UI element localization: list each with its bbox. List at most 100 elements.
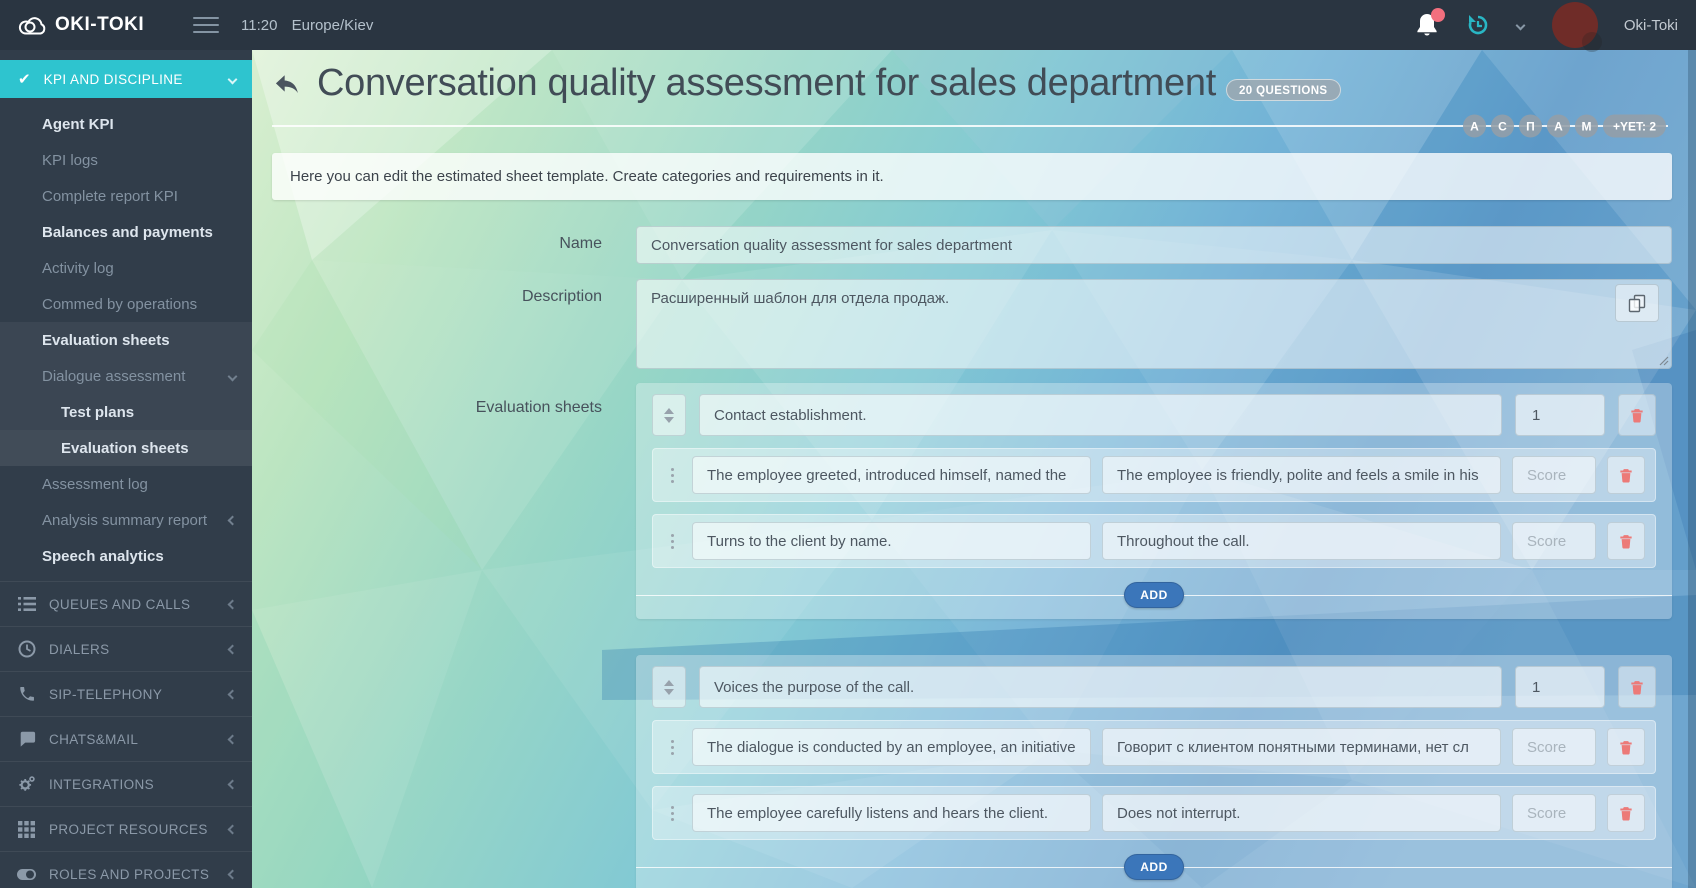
requirement-score-input[interactable] [1512,728,1596,766]
chevron-left-icon [228,644,238,654]
category-name-input[interactable] [699,394,1502,436]
cloud-logo-icon [18,16,46,35]
sort-up-icon [664,680,674,686]
add-requirement-button[interactable]: ADD [1124,582,1184,608]
sidebar-item-evaluation-sheets[interactable]: Evaluation sheets [0,322,252,358]
gears-icon [17,775,36,793]
category-weight-input[interactable] [1515,666,1605,708]
history-button[interactable] [1465,13,1489,37]
delete-requirement-button[interactable] [1607,728,1645,766]
description-input[interactable]: Расширенный шаблон для отдела продаж. [636,279,1672,369]
sidebar-sections: QUEUES AND CALLS DIALERS SIP-TELEPHONY C… [0,581,252,888]
category-card: ADD [636,655,1672,888]
sidebar-item-assessment-log[interactable]: Assessment log [0,466,252,502]
requirement-text-input[interactable] [692,728,1091,766]
back-button[interactable] [272,67,306,101]
sidebar-item-analysis-summary-report[interactable]: Analysis summary report [0,502,252,538]
requirement-criterion-input[interactable] [1102,522,1501,560]
sidebar-active-label: KPI AND DISCIPLINE [44,72,229,87]
user-name: Oki-Toki [1624,17,1678,34]
history-icon [1465,13,1489,37]
resize-handle[interactable] [1659,356,1669,366]
phone-icon [17,685,36,703]
sidebar-section-chats-mail[interactable]: CHATS&MAIL [0,716,252,761]
sidebar-item-evaluation-sheets-current[interactable]: Evaluation sheets [0,430,252,466]
copy-button[interactable] [1615,284,1659,322]
sidebar-item-test-plans[interactable]: Test plans [0,394,252,430]
main-content: Conversation quality assessment for sale… [252,50,1696,888]
sidebar-item-activity-log[interactable]: Activity log [0,250,252,286]
sidebar-section-dialers[interactable]: DIALERS [0,626,252,671]
drag-handle[interactable] [663,740,681,755]
requirement-text-input[interactable] [692,794,1091,832]
sidebar-item-agent-kpi[interactable]: Agent KPI [0,106,252,142]
sidebar-section-queues-and-calls[interactable]: QUEUES AND CALLS [0,581,252,626]
requirement-score-input[interactable] [1512,522,1596,560]
sidebar-section-roles-and-projects[interactable]: ROLES AND PROJECTS [0,851,252,888]
clock-timezone: Europe/Kiev [292,17,374,34]
user-menu-chevron-icon[interactable] [1515,20,1525,30]
checkmark-icon: ✔ [18,70,31,88]
delete-requirement-button[interactable] [1607,522,1645,560]
trash-icon [1629,679,1645,696]
sort-category-button[interactable] [652,394,686,436]
app-window: OKI-TOKI 11:20 Europe/Kiev Oki-Toki [0,0,1696,888]
scrollbar[interactable] [1688,50,1696,888]
category-card: ADD [636,383,1672,619]
user-avatar[interactable] [1552,2,1598,48]
sort-category-button[interactable] [652,666,686,708]
delete-category-button[interactable] [1618,394,1656,436]
sidebar-item-commed-by-operations[interactable]: Commed by operations [0,286,252,322]
chevron-left-icon [228,824,238,834]
sidebar-section-integrations[interactable]: INTEGRATIONS [0,761,252,806]
sidebar-section-project-resources[interactable]: PROJECT RESOURCES [0,806,252,851]
requirement-criterion-input[interactable] [1102,794,1501,832]
list-icon [17,596,36,612]
requirement-score-input[interactable] [1512,456,1596,494]
name-input[interactable] [636,226,1672,264]
user-badge: A [1463,115,1486,138]
requirement-criterion-input[interactable] [1102,728,1501,766]
chevron-left-icon [228,515,238,525]
clock-time: 11:20 [241,17,277,34]
category-weight-input[interactable] [1515,394,1605,436]
clock-icon [17,640,36,658]
requirement-row [652,448,1656,502]
trash-icon [1629,407,1645,424]
chevron-down-icon [228,74,238,84]
user-badge: П [1519,115,1542,138]
sidebar-item-kpi-logs[interactable]: KPI logs [0,142,252,178]
user-badges: A C П A M +YET: 2 [1463,115,1666,138]
sidebar-item-kpi-and-discipline[interactable]: ✔ KPI AND DISCIPLINE [0,60,252,98]
delete-requirement-button[interactable] [1607,456,1645,494]
chat-icon [17,730,36,748]
requirement-text-input[interactable] [692,456,1091,494]
sidebar: ✔ KPI AND DISCIPLINE Agent KPI KPI logs … [0,50,252,888]
chevron-left-icon [228,779,238,789]
drag-handle[interactable] [663,534,681,549]
requirement-row [652,786,1656,840]
notifications-button[interactable] [1415,12,1439,38]
app-logo[interactable]: OKI-TOKI [0,14,175,36]
page-title: Conversation quality assessment for sale… [317,62,1216,105]
trash-icon [1618,467,1634,484]
requirement-row [652,514,1656,568]
add-requirement-button[interactable]: ADD [1124,854,1184,880]
category-row [652,394,1656,436]
sidebar-item-balances-and-payments[interactable]: Balances and payments [0,214,252,250]
more-users-badge[interactable]: +YET: 2 [1603,115,1666,138]
requirement-text-input[interactable] [692,522,1091,560]
menu-toggle-button[interactable] [193,17,219,33]
sidebar-item-speech-analytics[interactable]: Speech analytics [0,538,252,574]
drag-handle[interactable] [663,806,681,821]
requirement-score-input[interactable] [1512,794,1596,832]
sidebar-item-dialogue-assessment[interactable]: Dialogue assessment [0,358,252,394]
sidebar-item-complete-report-kpi[interactable]: Complete report KPI [0,178,252,214]
sidebar-section-sip-telephony[interactable]: SIP-TELEPHONY [0,671,252,716]
requirement-criterion-input[interactable] [1102,456,1501,494]
category-name-input[interactable] [699,666,1502,708]
drag-handle[interactable] [663,468,681,483]
delete-requirement-button[interactable] [1607,794,1645,832]
notification-dot [1431,8,1445,22]
delete-category-button[interactable] [1618,666,1656,708]
